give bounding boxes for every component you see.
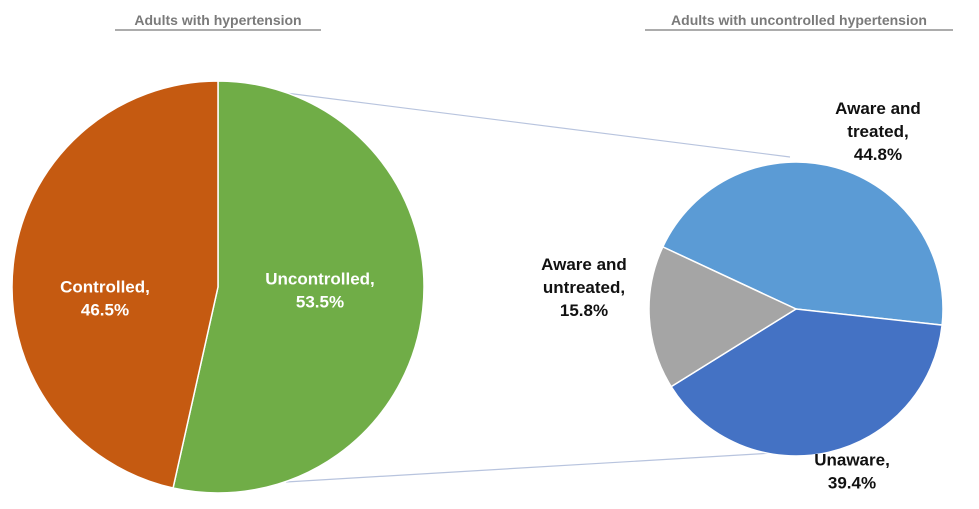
slice-label-line: 15.8% <box>560 301 608 320</box>
connector-line-top <box>285 92 791 158</box>
pie-slice-aware-and-untreated <box>648 245 798 388</box>
slice-label-line: 44.8% <box>854 145 902 164</box>
slice-label-line: Uncontrolled, <box>265 270 375 289</box>
pie-slice-unaware <box>670 308 943 457</box>
slice-label-aware-and-treated: Aware and treated, 44.8% <box>835 99 921 164</box>
slice-label-line: Aware and <box>541 255 627 274</box>
slice-label-line: 39.4% <box>828 474 876 493</box>
right-chart-title: Adults with uncontrolled hypertension <box>671 12 927 28</box>
slice-label-line: 53.5% <box>296 293 344 312</box>
slice-label-line: 46.5% <box>81 301 129 320</box>
slice-label-line: Aware and <box>835 99 921 118</box>
slice-labels: Uncontrolled, 53.5% Controlled, 46.5% Aware … <box>60 99 921 493</box>
left-chart-title: Adults with hypertension <box>134 12 301 28</box>
left-pie <box>11 80 425 494</box>
slice-label-uncontrolled: Uncontrolled, 53.5% <box>265 270 375 312</box>
slice-label-aware-and-untreated: Aware and untreated, 15.8% <box>541 255 627 320</box>
pie-slice-uncontrolled <box>172 80 425 494</box>
pie-slice-aware-and-treated <box>661 161 944 326</box>
connector-line-bottom <box>285 451 791 483</box>
slice-label-unaware: Unaware, 39.4% <box>814 451 890 493</box>
slice-label-controlled: Controlled, 46.5% <box>60 278 150 320</box>
slice-label-line: Unaware, <box>814 451 890 470</box>
slice-label-line: treated, <box>847 122 908 141</box>
slice-label-line: Controlled, <box>60 278 150 297</box>
slice-label-line: untreated, <box>543 278 625 297</box>
pie-slice-controlled <box>11 80 219 489</box>
right-pie <box>648 161 944 457</box>
